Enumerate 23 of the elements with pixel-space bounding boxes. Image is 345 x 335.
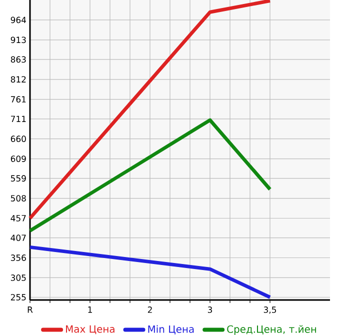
x-tick-label: 3,5 <box>264 306 276 314</box>
x-tick-label: R <box>28 306 33 313</box>
y-tick-label: 255 <box>10 294 26 300</box>
y-tick-label: 913 <box>10 36 26 44</box>
y-tick-label: 609 <box>10 156 26 162</box>
y-tick-label: 559 <box>10 175 26 182</box>
x-tick-label: 2 <box>148 306 152 313</box>
y-tick-label: 964 <box>10 16 26 24</box>
y-tick-label: 660 <box>10 136 26 142</box>
y-tick-label: 761 <box>11 96 26 103</box>
legend-label: Max Цена <box>66 325 114 334</box>
x-tick-label: 1 <box>88 306 92 313</box>
y-tick-label: 812 <box>10 76 26 83</box>
y-tick-label: 457 <box>10 215 26 222</box>
y-tick-label: 407 <box>10 234 26 242</box>
y-tick-label: 508 <box>10 195 26 202</box>
y-tick-label: 305 <box>10 274 26 281</box>
legend-label: Сред.Цена, т.йен <box>227 325 316 335</box>
legend-label: Min Цена <box>148 325 194 334</box>
y-tick-label: 863 <box>10 56 26 63</box>
y-tick-label: 356 <box>10 254 26 261</box>
x-tick-label: 3 <box>208 306 212 313</box>
y-tick-label: 711 <box>11 116 26 122</box>
